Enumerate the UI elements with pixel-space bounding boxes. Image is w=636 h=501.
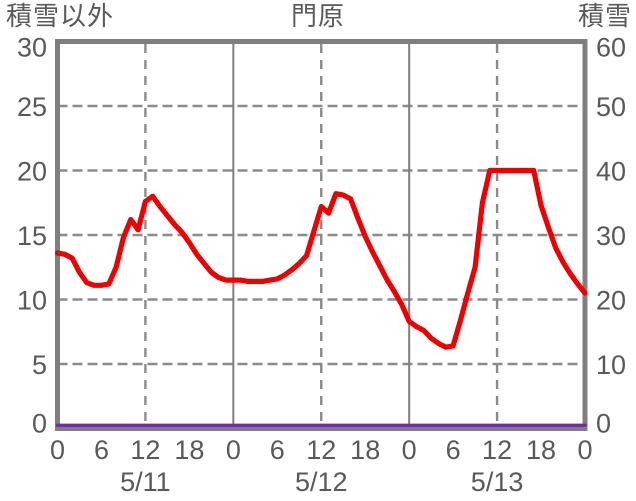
right-axis-tick-label: 0 (596, 409, 611, 439)
x-axis-hour-label: 6 (94, 435, 109, 465)
plot-border (55, 39, 588, 431)
left-axis-tick-label: 30 (17, 33, 47, 63)
left-axis-tick-label: 20 (17, 157, 47, 187)
chart-title: 門原 (290, 1, 345, 31)
x-axis-hour-label: 0 (226, 435, 241, 465)
x-axis-hour-label: 12 (306, 435, 336, 465)
right-axis-tick-label: 40 (596, 157, 626, 187)
x-axis-date-label: 5/12 (295, 467, 348, 497)
right-axis-tick-label: 60 (596, 33, 626, 63)
x-axis-hour-label: 0 (402, 435, 417, 465)
x-axis-hour-label: 0 (577, 435, 592, 465)
x-axis-hour-label: 6 (270, 435, 285, 465)
right-axis-tick-label: 50 (596, 92, 626, 122)
right-axis-tick-label: 10 (596, 350, 626, 380)
x-axis-hour-label: 0 (50, 435, 65, 465)
left-axis-tick-label: 5 (32, 350, 47, 380)
left-axis-tick-label: 0 (32, 409, 47, 439)
x-axis-hour-label: 6 (446, 435, 461, 465)
x-axis-date-label: 5/11 (120, 467, 171, 497)
x-axis-date-label: 5/13 (471, 467, 524, 497)
right-axis-tick-label: 30 (596, 221, 626, 251)
left-axis-tick-label: 25 (17, 92, 47, 122)
left-axis-tick-label: 15 (17, 221, 47, 251)
x-axis-hour-label: 18 (174, 435, 204, 465)
red-line-series (54, 167, 588, 350)
right-axis-title: 積雪 (577, 1, 632, 31)
x-axis-hour-label: 12 (482, 435, 512, 465)
left-axis-tick-label: 10 (17, 286, 47, 316)
x-axis-hour-label: 18 (526, 435, 556, 465)
x-axis-hour-label: 12 (130, 435, 160, 465)
x-axis-hour-label: 18 (350, 435, 380, 465)
right-axis-tick-label: 20 (596, 286, 626, 316)
left-axis-title: 積雪以外 (6, 1, 115, 31)
